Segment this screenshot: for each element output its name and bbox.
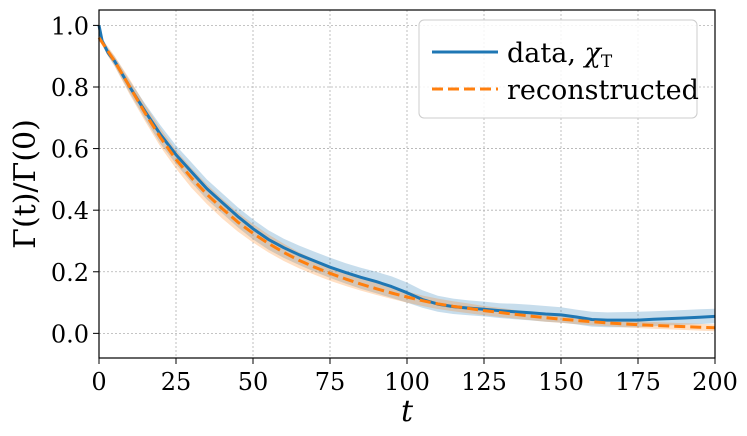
x-tick-label: 0 (91, 368, 106, 396)
x-tick-label: 75 (315, 368, 346, 396)
x-tick-label: 50 (238, 368, 269, 396)
line-data-t (97, 25, 716, 322)
line-reconstructed (97, 36, 716, 330)
legend-label-reconstructed: reconstructed (507, 75, 699, 106)
y-tick-label: 1.0 (51, 12, 89, 40)
y-tick-label: 0.4 (51, 197, 89, 225)
x-tick-label: 150 (538, 368, 584, 396)
y-tick-label: 0.2 (51, 259, 89, 287)
x-tick-label: 25 (161, 368, 192, 396)
x-axis-label: t (401, 394, 414, 429)
y-tick-label: 0.0 (51, 320, 89, 348)
legend-label-data: data, χT (507, 38, 613, 72)
legend-box (418, 19, 698, 119)
axis-ticks (93, 24, 716, 364)
x-tick-label: 125 (461, 368, 507, 396)
y-axis-label: Γ(t)/Γ(0) (8, 119, 43, 249)
x-tick-label: 175 (615, 368, 661, 396)
legend: data, χT reconstructed (418, 19, 699, 119)
x-tick-label: 100 (384, 368, 430, 396)
x-tick-label: 200 (692, 368, 738, 396)
axis-tick-labels: 0 25 50 75 100 125 150 175 200 0.0 0.2 0.4 0.6 0.8 1.0 (51, 12, 738, 396)
y-tick-label: 0.8 (51, 74, 89, 102)
y-tick-label: 0.6 (51, 136, 89, 164)
series-lines (97, 25, 716, 330)
